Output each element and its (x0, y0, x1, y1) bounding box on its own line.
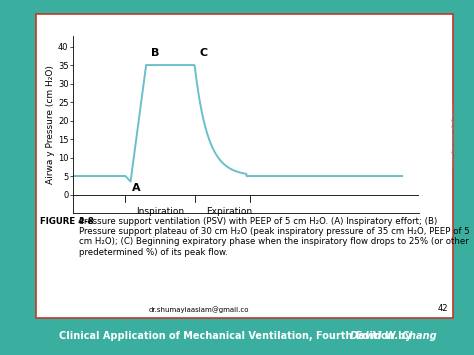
Y-axis label: Airwa y Pressure (cm H₂O): Airwa y Pressure (cm H₂O) (46, 65, 55, 184)
Text: © Cengage Learning 2014: © Cengage Learning 2014 (450, 103, 456, 167)
Text: David W. Chang: David W. Chang (350, 331, 437, 342)
Text: Pressure support ventilation (PSV) with PEEP of 5 cm H₂O. (A) Inspiratory effort: Pressure support ventilation (PSV) with … (79, 217, 470, 257)
Text: FIGURE 4-8: FIGURE 4-8 (40, 217, 97, 225)
Text: Expiration: Expiration (206, 207, 252, 217)
Text: dr.shumaylaaslam@gmail.co: dr.shumaylaaslam@gmail.co (149, 306, 249, 313)
Text: Clinical Application of Mechanical Ventilation, Fourth Edition by: Clinical Application of Mechanical Venti… (59, 331, 415, 342)
Text: Inspiration: Inspiration (136, 207, 184, 217)
Text: C: C (199, 48, 207, 59)
Text: B: B (151, 48, 159, 59)
Text: 42: 42 (438, 304, 448, 313)
Text: A: A (131, 184, 140, 193)
